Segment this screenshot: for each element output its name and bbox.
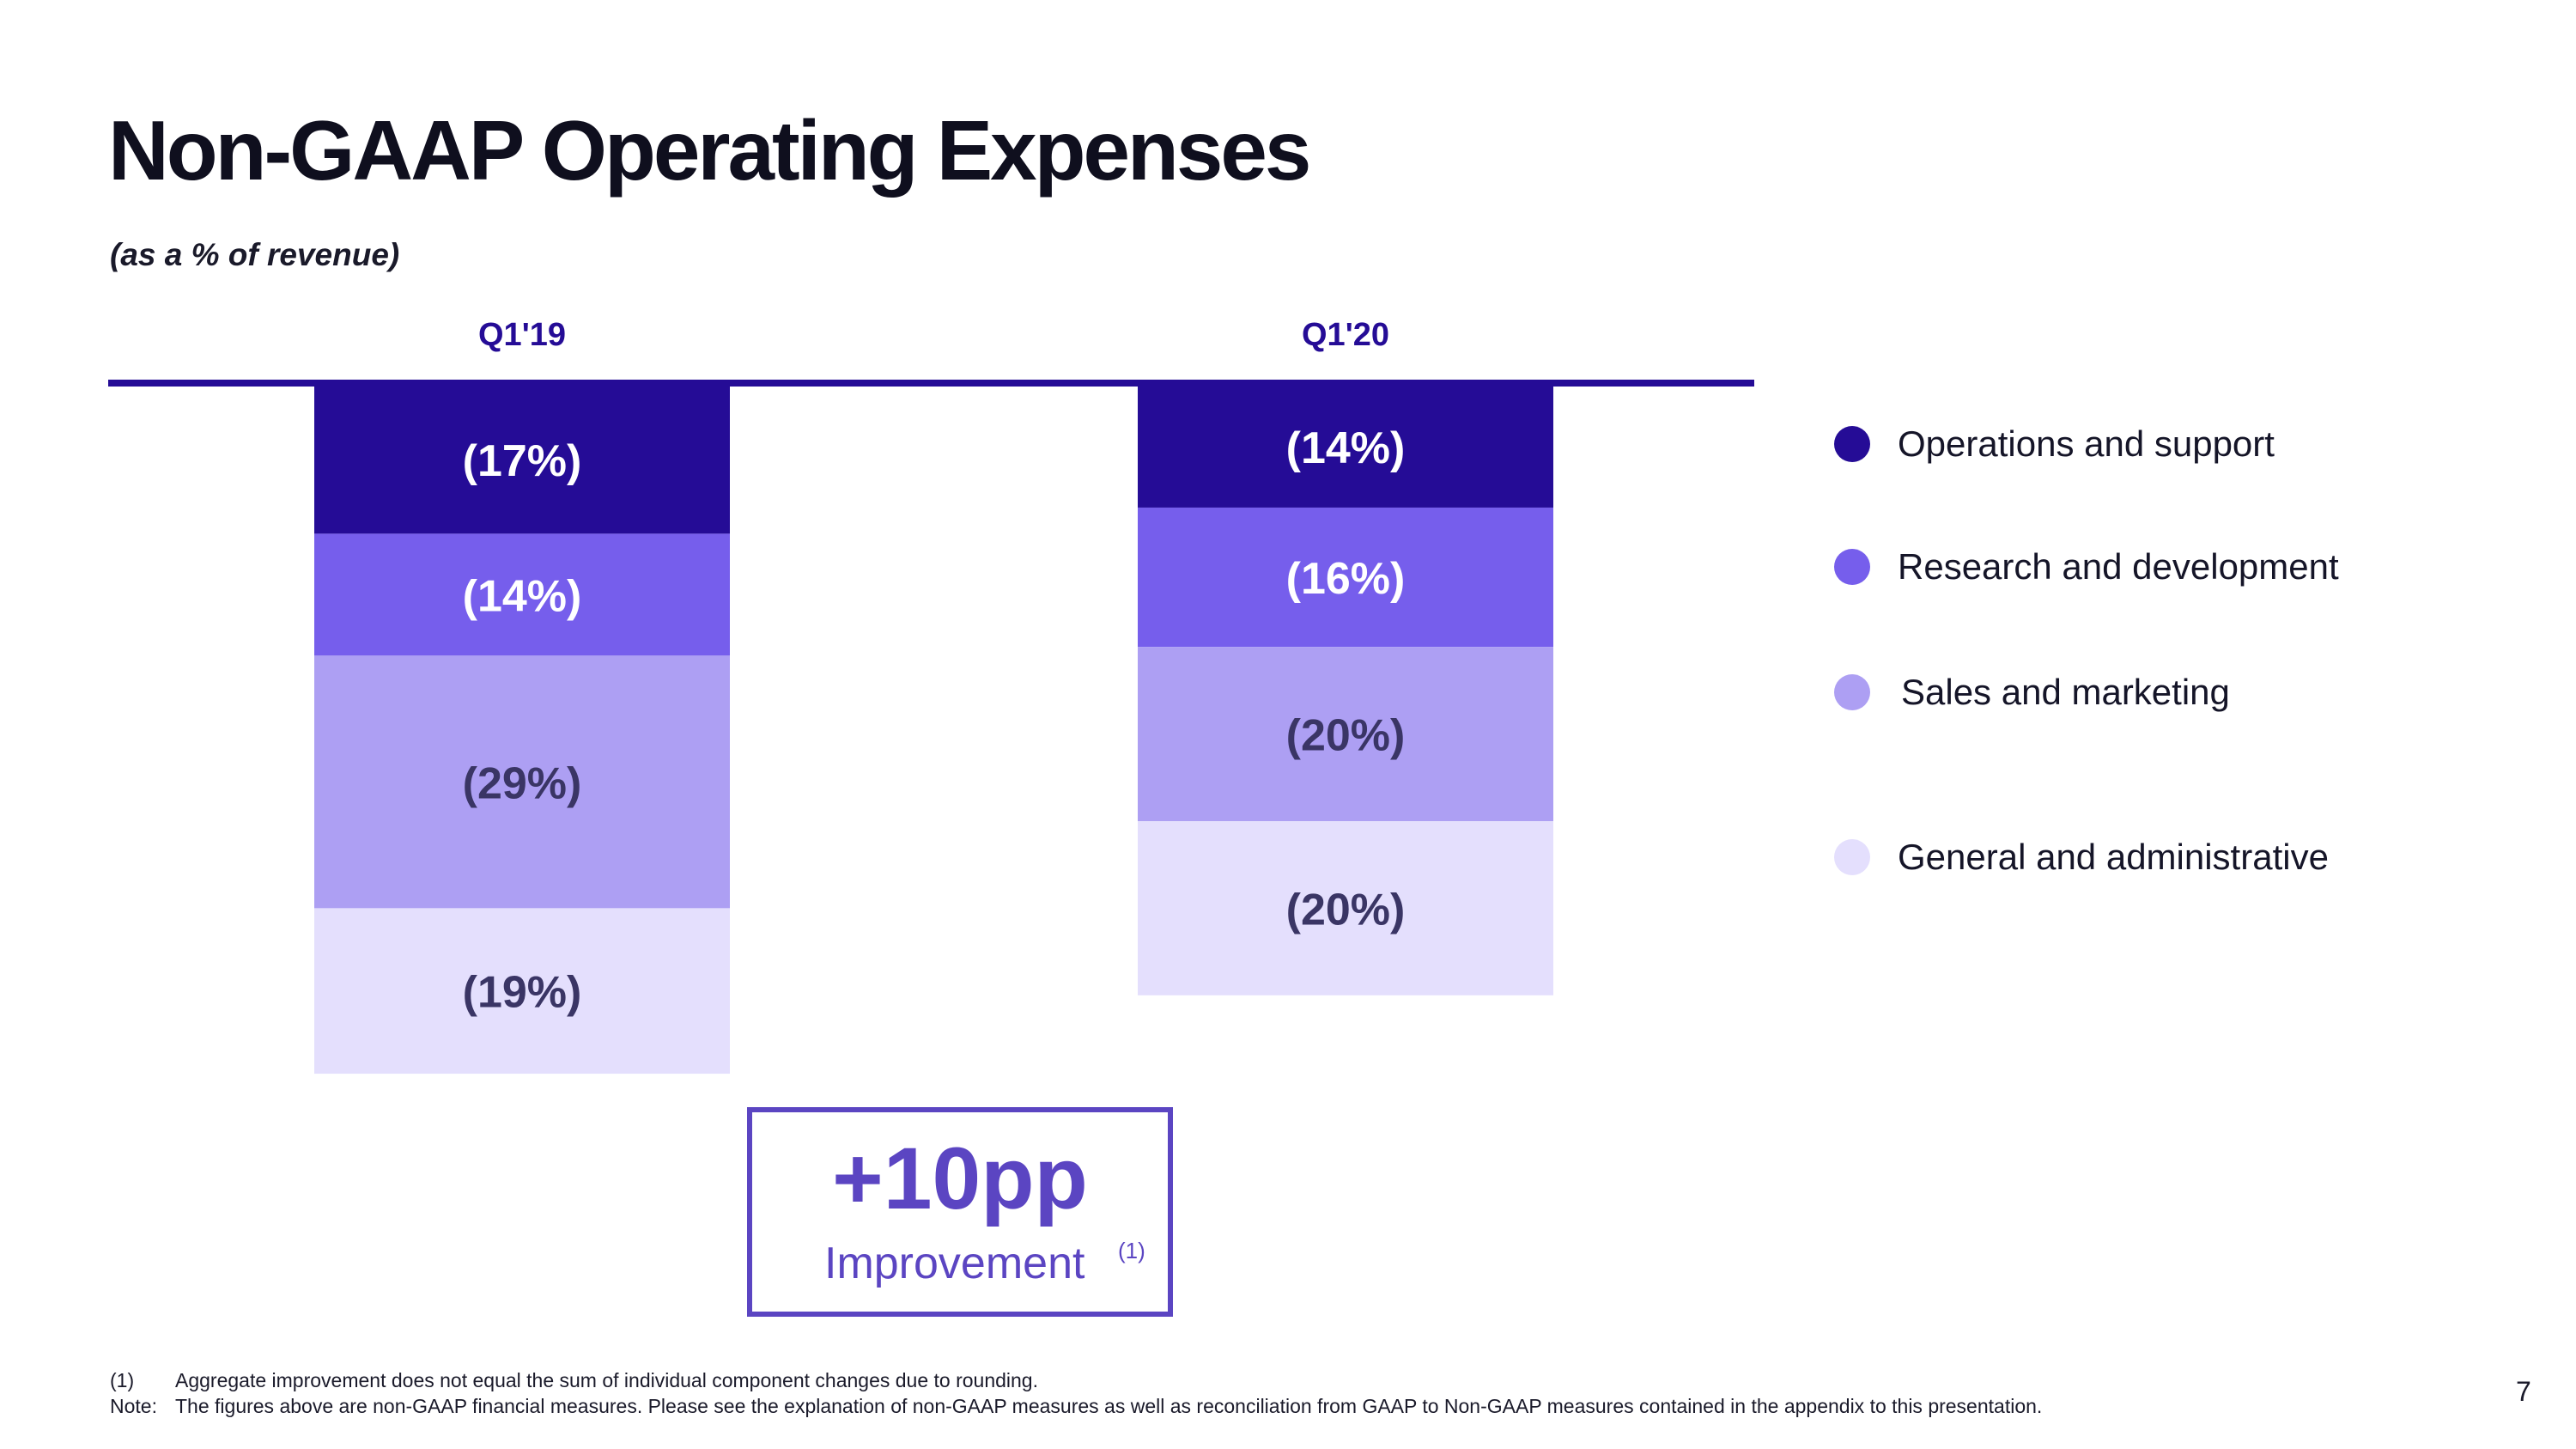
bar-segment-1-2	[1138, 647, 1553, 821]
legend-label-research: Research and development	[1898, 546, 2339, 587]
callout-label: Improvement	[824, 1239, 1085, 1288]
footnote-1: (1) Aggregate improvement does not equal …	[110, 1369, 1038, 1392]
bar-label-1-2: (20%)	[1286, 711, 1406, 761]
bar-segment-1-3	[1138, 821, 1553, 995]
bar-label-0-0: (17%)	[463, 436, 582, 486]
chart-baseline	[108, 380, 1754, 387]
bar-label-0-2: (29%)	[463, 758, 582, 808]
note-text: The figures above are non-GAAP financial…	[175, 1395, 2043, 1417]
legend-label-sales: Sales and marketing	[1901, 672, 2230, 712]
legend-label-operations: Operations and support	[1898, 423, 2275, 464]
footnote-1-marker: (1)	[110, 1369, 135, 1391]
callout-footnote-ref: (1)	[1118, 1238, 1145, 1263]
bar-segment-0-2	[314, 655, 730, 909]
legend-swatch-operations	[1834, 426, 1870, 462]
legend-swatch-sales	[1834, 674, 1870, 710]
legend-item-sales: Sales and marketing	[1834, 672, 2230, 713]
page-title: Non-GAAP Operating Expenses	[108, 103, 1311, 198]
footnote-note: Note: The figures above are non-GAAP fina…	[110, 1395, 2042, 1418]
legend-label-general: General and administrative	[1898, 837, 2329, 877]
note-label: Note:	[110, 1395, 157, 1417]
legend-item-operations: Operations and support	[1834, 423, 2275, 465]
legend-swatch-research	[1834, 549, 1870, 585]
improvement-callout: +10pp Improvement (1)	[747, 1107, 1173, 1317]
legend-item-general: General and administrative	[1834, 837, 2329, 878]
bar-segment-0-3	[314, 908, 730, 1075]
bar-label-1-1: (16%)	[1286, 554, 1406, 604]
bar-label-1-0: (14%)	[1286, 423, 1406, 473]
legend-swatch-general	[1834, 839, 1870, 875]
bar-label-1-3: (20%)	[1286, 885, 1406, 935]
bar-segment-0-0	[314, 386, 730, 534]
bar-segment-1-1	[1138, 507, 1553, 648]
footnote-1-text: Aggregate improvement does not equal the…	[175, 1369, 1038, 1391]
category-label-1: Q1'20	[1302, 317, 1389, 353]
page-subtitle: (as a % of revenue)	[110, 237, 400, 272]
bar-label-0-1: (14%)	[463, 571, 582, 621]
callout-value: +10pp	[832, 1129, 1088, 1227]
category-label-0: Q1'19	[478, 317, 566, 353]
bar-label-0-3: (19%)	[463, 968, 582, 1018]
page-number: 7	[2516, 1376, 2531, 1407]
legend-item-research: Research and development	[1834, 546, 2339, 588]
bar-segment-0-1	[314, 533, 730, 656]
bar-segment-1-0	[1138, 386, 1553, 508]
